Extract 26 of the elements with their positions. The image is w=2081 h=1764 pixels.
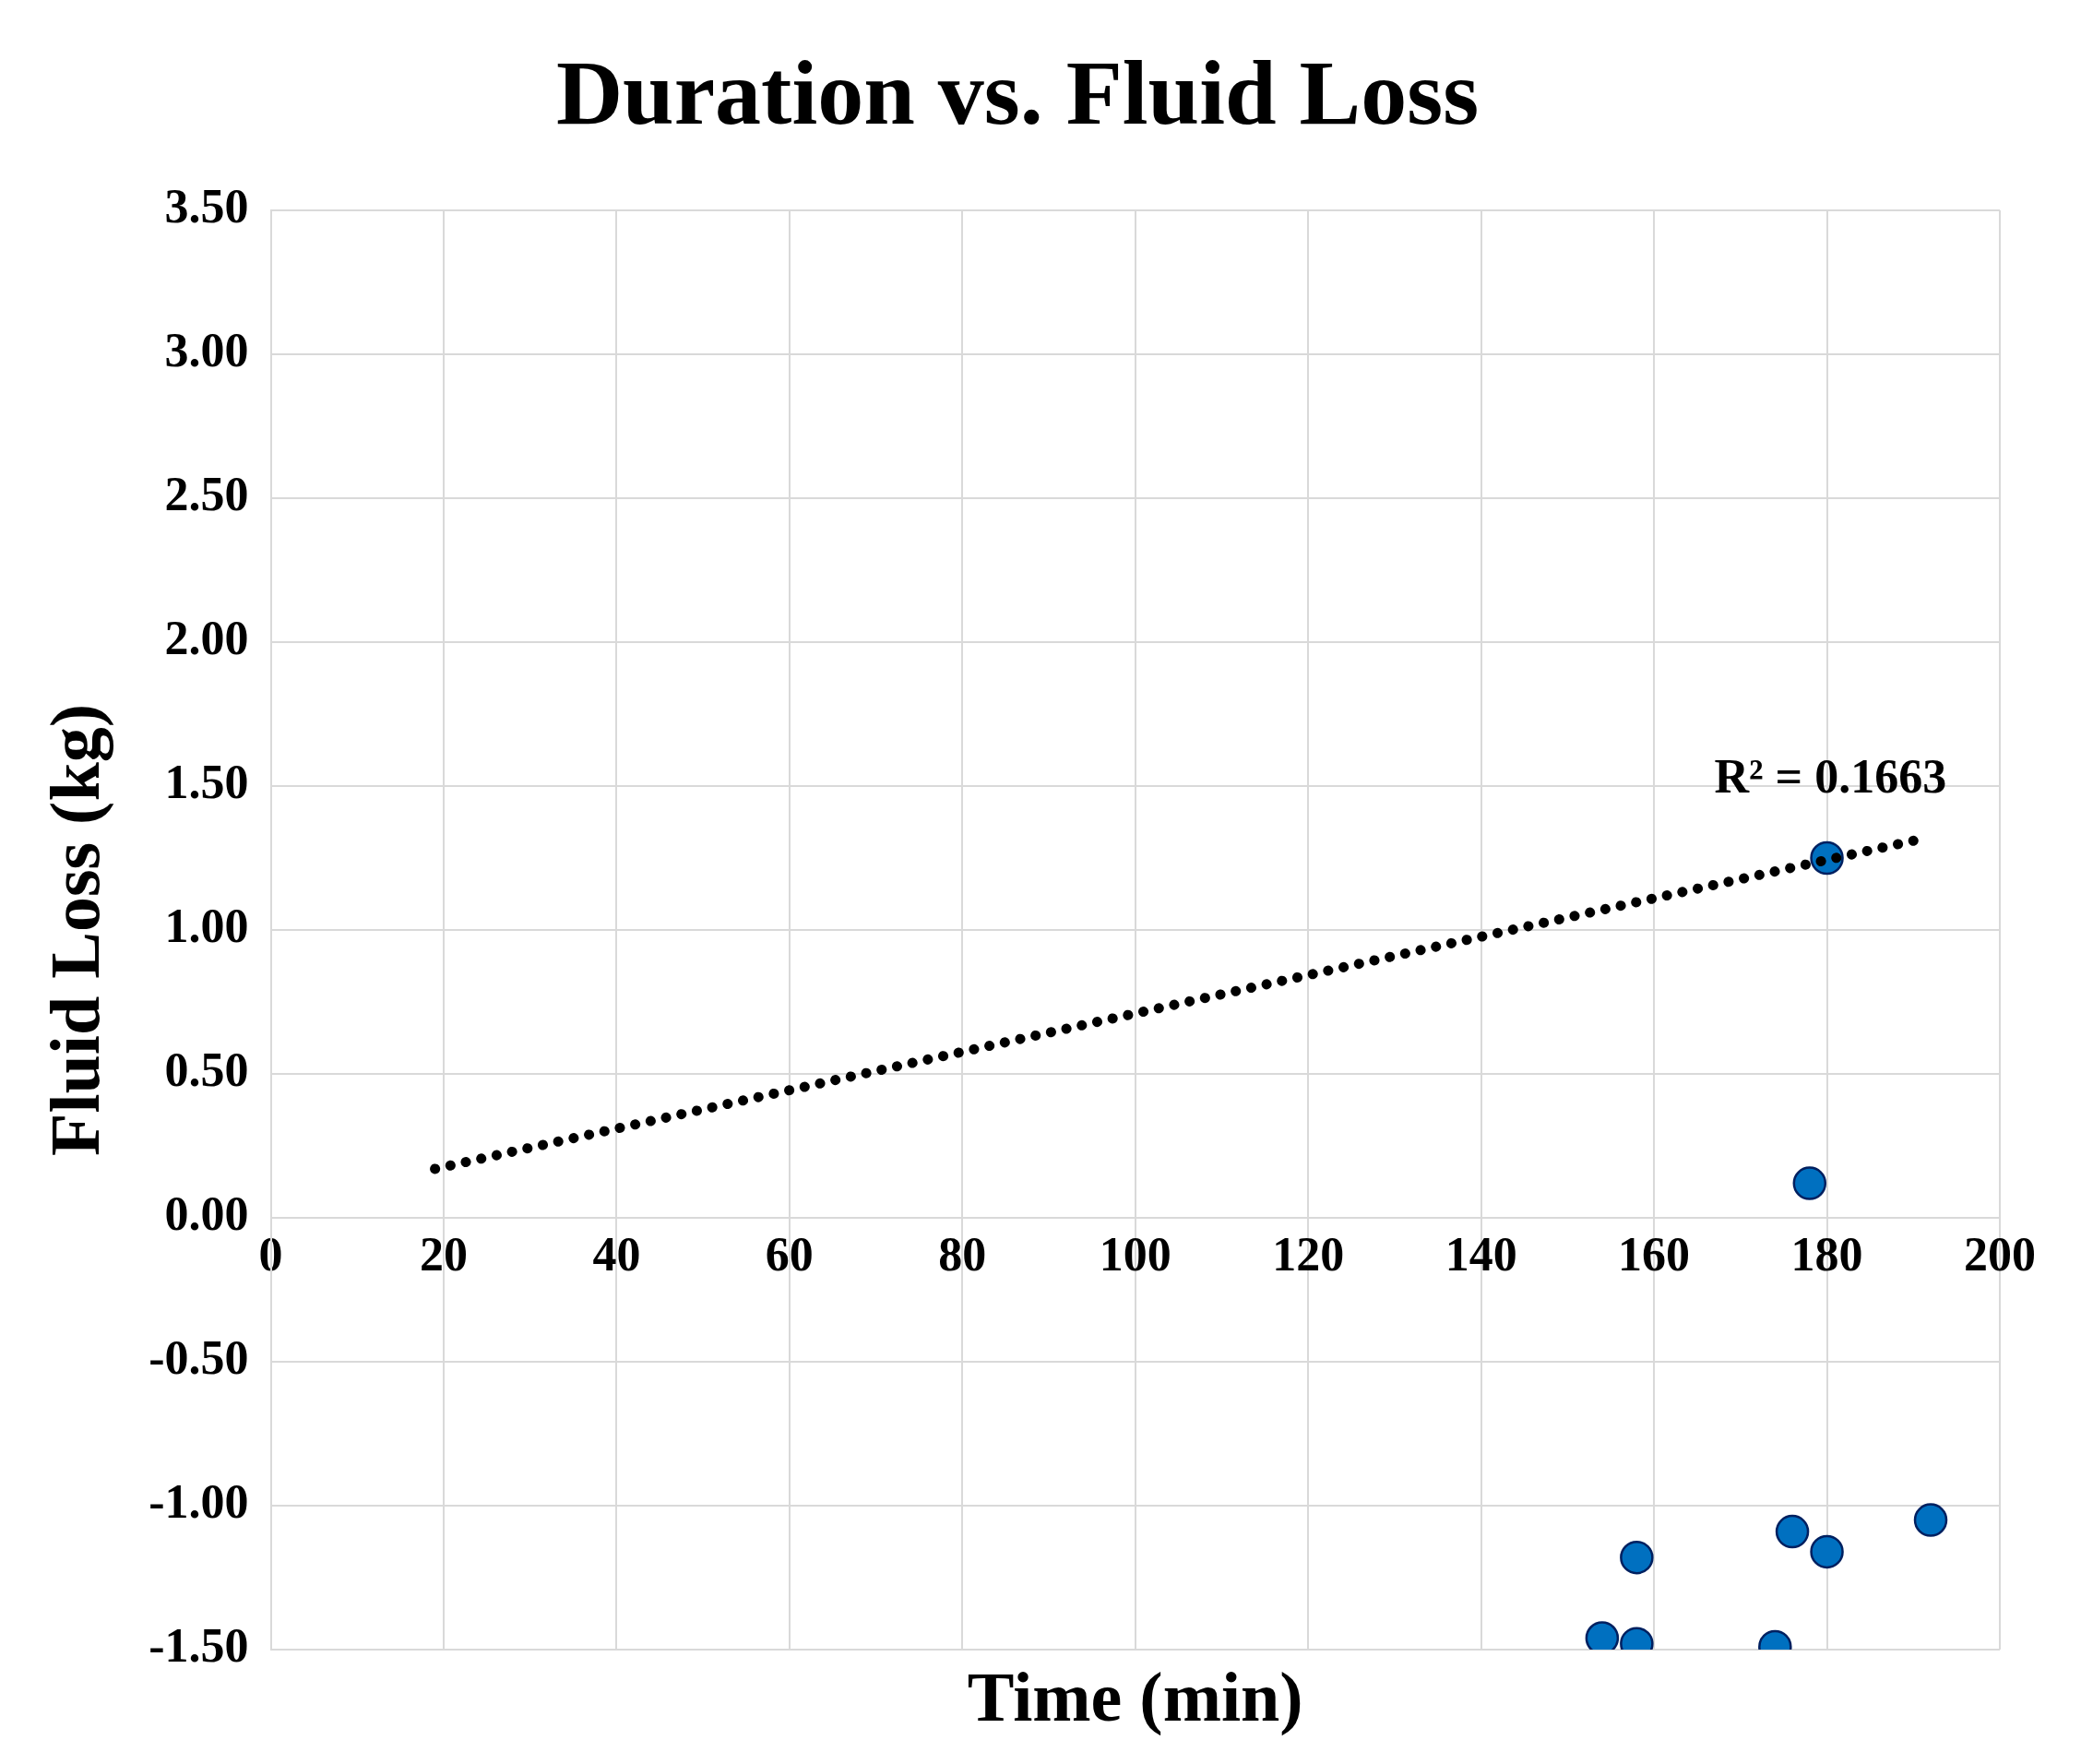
y-tick-label: 1.50 — [164, 756, 249, 809]
x-tick-label: 120 — [1272, 1227, 1345, 1281]
y-tick-label: 2.50 — [164, 468, 249, 521]
x-tick-label: 140 — [1445, 1227, 1517, 1281]
y-tick-label: 3.50 — [164, 180, 249, 233]
x-tick-label: 160 — [1618, 1227, 1691, 1281]
x-tick-label: 180 — [1790, 1227, 1863, 1281]
y-tick-label: -1.50 — [149, 1619, 249, 1673]
x-tick-label: 80 — [938, 1227, 987, 1281]
y-tick-label: 0.50 — [164, 1043, 249, 1097]
y-tick-label: -0.50 — [149, 1331, 249, 1385]
y-tick-label: 0.00 — [164, 1187, 249, 1241]
y-axis-title: Fluid Loss (kg) — [36, 704, 115, 1156]
chart-title: Duration vs. Fluid Loss — [555, 41, 1480, 144]
y-tick-label: -1.00 — [149, 1475, 249, 1529]
x-tick-label: 200 — [1964, 1227, 2036, 1281]
x-axis-title: Time (min) — [967, 1657, 1303, 1736]
x-tick-label: 60 — [765, 1227, 814, 1281]
y-tick-label: 1.00 — [164, 900, 249, 953]
x-tick-label: 20 — [419, 1227, 468, 1281]
x-tick-label: 40 — [592, 1227, 641, 1281]
y-tick-label: 2.00 — [164, 612, 249, 665]
x-tick-label: 100 — [1099, 1227, 1171, 1281]
y-tick-label: 3.00 — [164, 324, 249, 377]
x-tick-label: 0 — [258, 1227, 283, 1281]
annotation: R² = 0.1663 — [1714, 749, 1947, 803]
